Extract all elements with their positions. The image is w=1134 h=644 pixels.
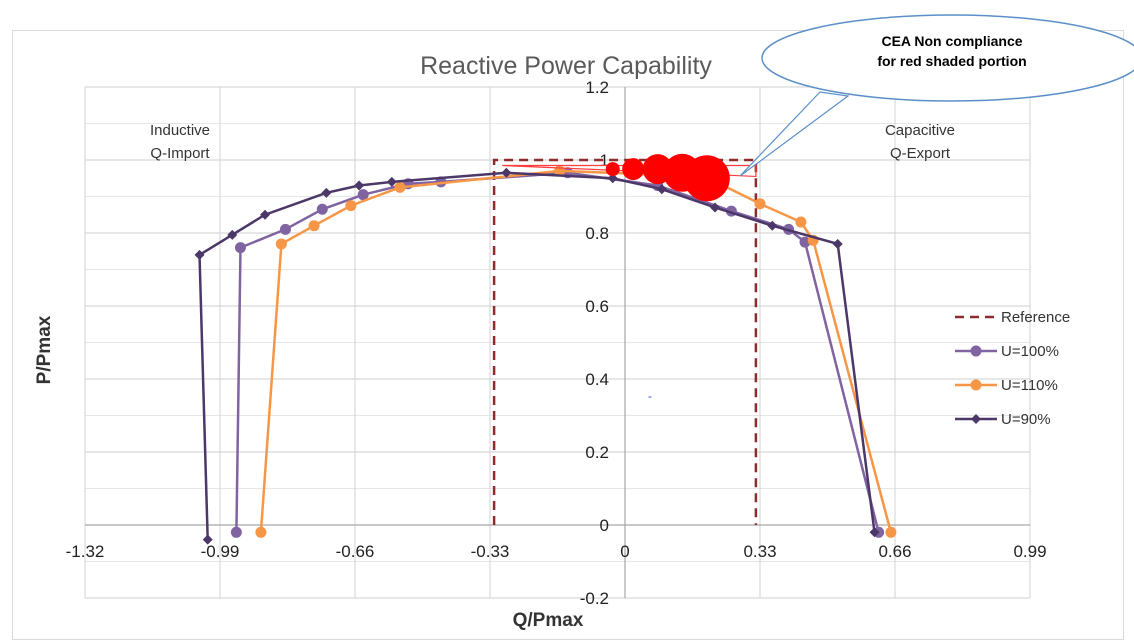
y-tick-label: 0.8 (585, 224, 609, 243)
data-point (275, 238, 287, 250)
noncompliance-markers (502, 153, 757, 202)
q-export-label: Q-Export (890, 145, 951, 162)
data-point (869, 527, 880, 538)
legend-marker (970, 379, 982, 391)
legend-marker (971, 414, 981, 424)
data-point (227, 229, 238, 240)
data-point (386, 176, 397, 187)
callout-line-1: CEA Non compliance (881, 33, 1022, 49)
x-tick-label: -0.33 (471, 542, 510, 561)
data-point (308, 220, 320, 232)
data-point (260, 209, 270, 220)
y-tick-label: -0.2 (580, 589, 609, 608)
legend-item: U=90% (955, 411, 1051, 428)
data-point (230, 526, 242, 538)
callout-line-2: for red shaded portion (877, 53, 1026, 69)
y-tick-label: 1 (600, 151, 609, 170)
grid (84, 86, 1031, 599)
legend-label: U=90% (1001, 411, 1051, 428)
data-point (710, 202, 720, 213)
data-point (656, 184, 667, 195)
callout: CEA Non compliance for red shaded portio… (739, 14, 1134, 177)
series-u-110- (255, 165, 897, 538)
data-point (767, 220, 778, 231)
data-point (795, 216, 807, 228)
x-axis-title: Q/Pmax (513, 610, 584, 631)
data-point (279, 223, 291, 235)
data-point (754, 198, 766, 210)
series-u-90- (194, 167, 880, 545)
data-point (194, 249, 205, 260)
legend-marker (970, 345, 982, 357)
y-tick-label: 0.6 (585, 297, 609, 316)
data-point (316, 203, 328, 215)
y-tick-label: 0.4 (585, 370, 609, 389)
inductive-label: Inductive (150, 122, 210, 139)
legend-label: U=100% (1001, 343, 1059, 360)
x-tick-label: -0.99 (201, 542, 240, 561)
data-point (832, 238, 843, 249)
x-tick-label: 0.66 (878, 542, 911, 561)
data-point (234, 242, 246, 254)
x-tick-label: -0.66 (336, 542, 375, 561)
noncompliance-marker (605, 162, 620, 177)
data-point (501, 167, 512, 178)
series-u-100- (230, 167, 885, 538)
callout-pointer (739, 91, 850, 177)
noncompliance-marker (622, 158, 645, 181)
x-tick-label: 0 (620, 542, 629, 561)
series-line (235, 171, 880, 533)
x-tick-label: 0.33 (743, 542, 776, 561)
legend-label: Reference (1001, 309, 1070, 326)
stray-blue-mark: - (648, 389, 652, 403)
x-tick-label: 0.99 (1013, 542, 1046, 561)
legend: Reference U=100% U=110% U=90% (955, 309, 1070, 428)
data-point (255, 526, 267, 538)
data-point (394, 181, 406, 193)
data-point (202, 534, 213, 545)
legend-item: U=100% (955, 343, 1059, 360)
series-line (198, 171, 876, 540)
data-point (345, 200, 357, 212)
data-point (357, 189, 369, 201)
q-import-label: Q-Import (150, 145, 210, 162)
y-tick-label: 0.2 (585, 443, 609, 462)
legend-label: U=110% (1001, 377, 1058, 394)
legend-item: U=110% (955, 377, 1058, 394)
y-tick-label: 1.2 (585, 78, 609, 97)
tick-labels: -1.32 -0.99 -0.66 -0.33 0 0.33 0.66 0.99-0.200.… (66, 78, 1047, 608)
series-line (492, 158, 758, 525)
series-reference (492, 158, 758, 525)
data-point (321, 187, 332, 198)
x-tick-label: -1.32 (66, 542, 105, 561)
capacitive-label: Capacitive (885, 122, 955, 139)
chart-title: Reactive Power Capability (420, 52, 712, 80)
callout-bubble (761, 14, 1134, 102)
series-layer (194, 158, 897, 545)
data-point (885, 526, 897, 538)
data-point (799, 236, 811, 248)
data-point (354, 180, 365, 191)
data-point (607, 173, 618, 184)
legend-item: Reference (955, 309, 1070, 326)
y-tick-label: 0 (600, 516, 609, 535)
chart-frame (12, 30, 1124, 640)
y-axis-title: P/Pmax (34, 315, 55, 384)
noncompliance-marker (683, 155, 730, 202)
